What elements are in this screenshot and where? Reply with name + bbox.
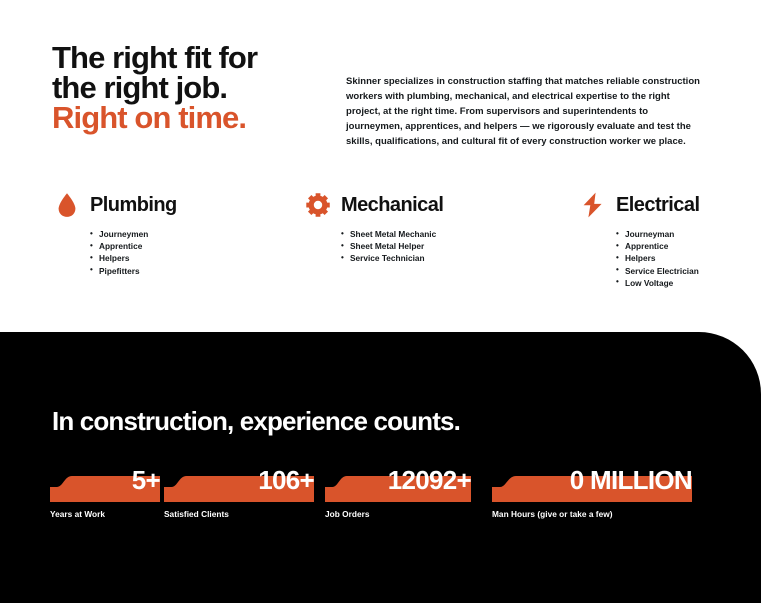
headline-line-1: The right fit for xyxy=(52,40,258,75)
stat-bar-wrap: 5+ xyxy=(50,462,161,502)
page-title: The right fit for the right job. Right o… xyxy=(52,40,258,135)
intro-paragraph: Skinner specializes in construction staf… xyxy=(346,75,700,148)
hero-section: The right fit for the right job. Right o… xyxy=(0,0,761,332)
list-item: Service Technician xyxy=(341,252,443,264)
list-item: Journeyman xyxy=(616,227,699,240)
stat-label: Man Hours (give or take a few) xyxy=(492,509,613,519)
category-header: Electrical xyxy=(578,188,700,222)
category-plumbing: Plumbing Journeymen Apprentice Helpers P… xyxy=(52,188,177,277)
list-item: Pipefitters xyxy=(90,264,177,277)
category-item-list: Journeyman Apprentice Helpers Service El… xyxy=(616,227,699,289)
category-electrical: Electrical Journeyman Apprentice Helpers… xyxy=(578,188,700,289)
list-item: Helpers xyxy=(90,252,177,264)
stat-label: Satisfied Clients xyxy=(164,509,229,519)
category-title: Mechanical xyxy=(341,193,444,216)
stat-value: 12092+ xyxy=(387,465,472,495)
stat-bar-wrap: 12092+ xyxy=(325,462,472,502)
stat-satisfied-clients: 106+ Satisfied Clients xyxy=(164,462,315,519)
stat-value: 0 MILLION xyxy=(569,465,693,495)
stat-bar-wrap: 0 MILLION xyxy=(492,462,693,502)
stat-label: Job Orders xyxy=(325,509,370,519)
stat-bar-wrap: 106+ xyxy=(164,462,315,502)
category-item-list: Journeymen Apprentice Helpers Pipefitter… xyxy=(90,227,177,277)
stats-section: In construction, experience counts. 5+ Y… xyxy=(0,332,761,603)
headline-line-2: the right job. xyxy=(52,70,228,105)
list-item: Sheet Metal Mechanic xyxy=(341,227,443,240)
list-item: Service Electrician xyxy=(616,264,699,277)
lightning-bolt-icon xyxy=(578,190,608,220)
category-item-list: Sheet Metal Mechanic Sheet Metal Helper … xyxy=(341,227,443,265)
stat-bar-shape xyxy=(164,476,314,502)
stat-value: 106+ xyxy=(258,465,314,495)
stat-man-hours: 0 MILLION Man Hours (give or take a few) xyxy=(492,462,693,519)
stat-bar-shape xyxy=(492,476,692,502)
stat-bar-shape xyxy=(325,476,471,502)
list-item: Apprentice xyxy=(90,240,177,252)
category-header: Mechanical xyxy=(303,188,444,222)
list-item: Apprentice xyxy=(616,240,699,252)
category-header: Plumbing xyxy=(52,188,177,222)
list-item: Helpers xyxy=(616,252,699,264)
stat-years-at-work: 5+ Years at Work xyxy=(50,462,161,519)
stat-bar-shape xyxy=(50,476,160,502)
service-categories: Plumbing Journeymen Apprentice Helpers P… xyxy=(0,188,761,298)
stat-value: 5+ xyxy=(131,465,161,495)
stat-job-orders: 12092+ Job Orders xyxy=(325,462,472,519)
water-drop-icon xyxy=(52,190,82,220)
list-item: Low Voltage xyxy=(616,276,699,289)
stats-list: 5+ Years at Work 106+ Satisfied Clients xyxy=(0,462,761,532)
gear-icon xyxy=(303,190,333,220)
list-item: Sheet Metal Helper xyxy=(341,240,443,252)
headline-line-3: Right on time. xyxy=(52,100,247,135)
stat-label: Years at Work xyxy=(50,509,105,519)
category-title: Plumbing xyxy=(90,193,177,216)
category-title: Electrical xyxy=(616,193,700,216)
stats-heading: In construction, experience counts. xyxy=(52,406,461,436)
list-item: Journeymen xyxy=(90,227,177,240)
category-mechanical: Mechanical Sheet Metal Mechanic Sheet Me… xyxy=(303,188,444,265)
